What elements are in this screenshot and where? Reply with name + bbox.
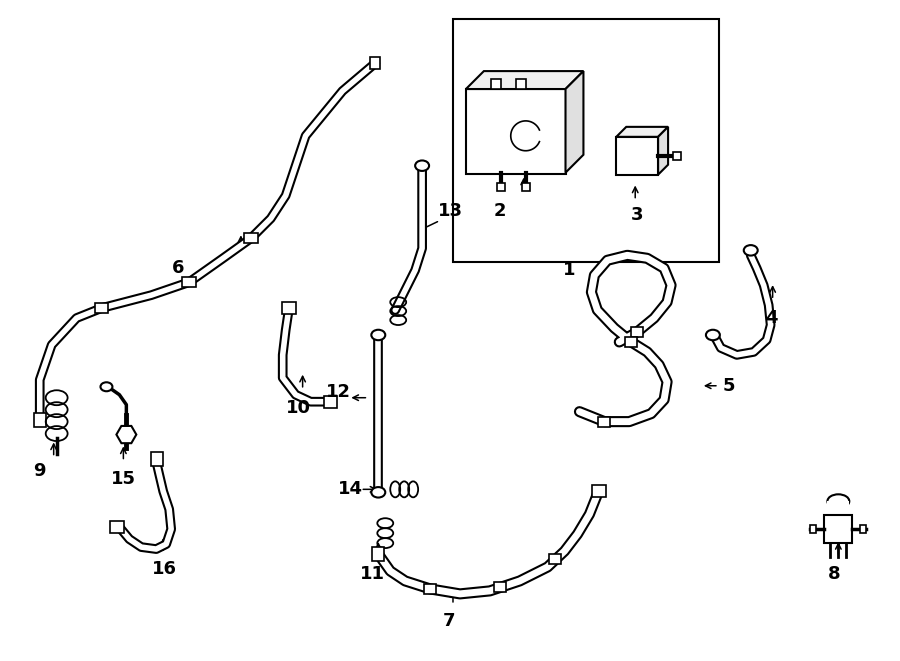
Bar	[151, 453, 163, 467]
Bar	[616, 137, 658, 175]
Text: 8: 8	[828, 565, 841, 583]
Bar	[453, 19, 719, 262]
Bar	[424, 584, 436, 594]
Bar	[323, 396, 338, 408]
Polygon shape	[616, 127, 668, 137]
Bar	[631, 327, 644, 337]
Bar	[811, 525, 816, 533]
Bar	[592, 485, 607, 497]
Bar	[111, 521, 124, 533]
Text: 4: 4	[765, 309, 778, 327]
Ellipse shape	[415, 161, 429, 171]
Text: 16: 16	[152, 560, 176, 578]
Bar	[549, 554, 561, 564]
Bar	[626, 337, 637, 347]
Bar	[466, 89, 565, 174]
Text: 9: 9	[33, 463, 46, 481]
Polygon shape	[466, 71, 583, 89]
Bar	[282, 302, 296, 314]
Text: 1: 1	[563, 261, 576, 279]
Bar	[34, 412, 46, 426]
Ellipse shape	[372, 487, 385, 498]
Bar	[373, 547, 384, 561]
Bar	[598, 416, 610, 426]
Bar	[491, 79, 500, 89]
Bar	[494, 582, 506, 592]
Ellipse shape	[706, 330, 720, 340]
Bar	[94, 303, 108, 313]
Bar	[182, 277, 196, 287]
Bar	[497, 182, 505, 190]
Text: 10: 10	[286, 399, 311, 416]
Text: 6: 6	[172, 259, 184, 277]
Text: 7: 7	[443, 612, 455, 630]
Text: 11: 11	[360, 565, 385, 583]
Bar	[827, 501, 850, 515]
Text: 5: 5	[723, 377, 735, 395]
Bar	[522, 182, 530, 190]
Ellipse shape	[372, 330, 385, 340]
Bar	[244, 233, 257, 243]
Ellipse shape	[743, 245, 758, 256]
Bar	[824, 515, 852, 543]
Text: 3: 3	[631, 206, 644, 225]
Ellipse shape	[827, 494, 850, 508]
Text: 15: 15	[111, 471, 136, 488]
Ellipse shape	[101, 382, 112, 391]
Bar	[516, 79, 526, 89]
Bar	[860, 525, 866, 533]
Text: 13: 13	[437, 202, 463, 219]
Text: 14: 14	[338, 481, 363, 498]
Text: 2: 2	[493, 202, 506, 219]
Text: 12: 12	[326, 383, 351, 401]
Bar	[673, 152, 681, 160]
Bar	[370, 57, 381, 69]
Polygon shape	[658, 127, 668, 175]
Polygon shape	[565, 71, 583, 173]
